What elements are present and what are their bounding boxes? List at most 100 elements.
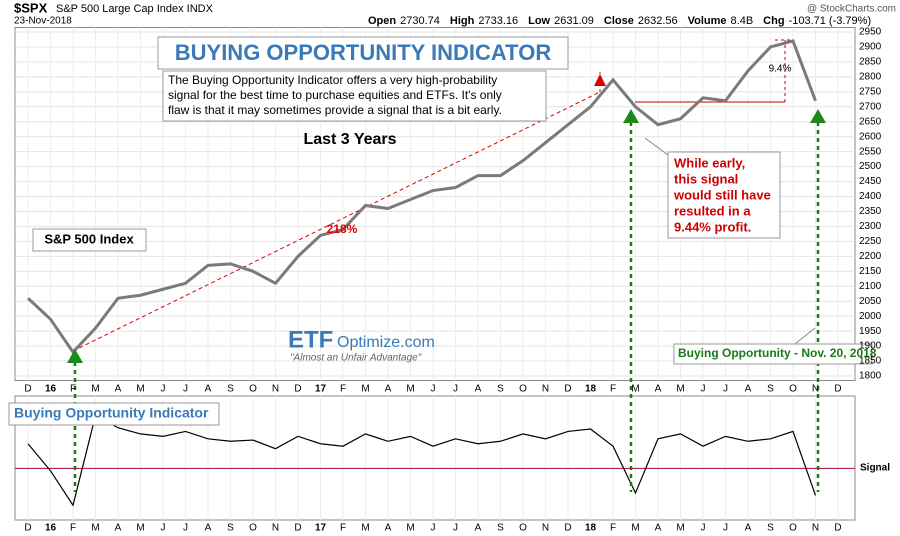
description: signal for the best time to purchase equ…: [168, 88, 502, 102]
buy-arrow: [810, 109, 826, 123]
x-tick-label: S: [767, 384, 774, 395]
quote-item: 2733.16: [478, 15, 518, 27]
x-tick-label: 17: [315, 384, 327, 395]
quote-item: 2632.56: [638, 15, 678, 27]
x-tick-label: A: [745, 384, 752, 395]
x-tick-label: M: [136, 384, 144, 395]
x-tick-label: 18: [585, 523, 597, 534]
x-tick-label: M: [631, 523, 639, 534]
y-tick-label: 2850: [859, 57, 882, 68]
y-tick-label: 2800: [859, 72, 882, 83]
series-box: [32, 228, 147, 252]
x-tick-label: 17: [315, 523, 327, 534]
x-tick-label: A: [115, 384, 122, 395]
y-tick-label: 1850: [859, 356, 882, 367]
x-tick-label: S: [767, 523, 774, 534]
x-tick-label: M: [91, 523, 99, 534]
y-tick-label: 2900: [859, 42, 882, 53]
callout-pointer: [644, 137, 669, 156]
x-tick-label: D: [564, 523, 571, 534]
x-tick-label: M: [136, 523, 144, 534]
symbol: $SPX: [14, 0, 48, 15]
x-tick-label: O: [249, 523, 257, 534]
x-tick-label: A: [655, 523, 662, 534]
x-tick-label: J: [161, 523, 166, 534]
y-tick-label: 2550: [859, 146, 882, 157]
x-tick-label: M: [91, 384, 99, 395]
title-box: [157, 36, 569, 70]
callout-line: 9.44% profit.: [674, 219, 751, 234]
x-tick-label: N: [272, 523, 279, 534]
x-tick-label: F: [340, 523, 346, 534]
y-tick-label: 2600: [859, 131, 882, 142]
y-tick-label: 2950: [859, 27, 882, 38]
title: BUYING OPPORTUNITY INDICATOR: [175, 40, 552, 65]
x-tick-label: A: [385, 523, 392, 534]
indicator-box: [8, 402, 220, 426]
x-tick-label: A: [385, 384, 392, 395]
x-tick-label: D: [834, 523, 841, 534]
quote-item: 8.4B: [731, 15, 754, 27]
description: flaw is that it may sometimes provide a …: [168, 103, 502, 117]
x-tick-label: M: [676, 384, 684, 395]
x-tick-label: J: [431, 523, 436, 534]
x-tick-label: M: [361, 384, 369, 395]
x-tick-label: N: [542, 523, 549, 534]
indicator-name: Buying Opportunity Indicator: [14, 405, 209, 421]
x-tick-label: A: [205, 523, 212, 534]
y-tick-label: 1800: [859, 371, 882, 382]
note-pointer: [794, 327, 816, 345]
x-tick-label: D: [564, 384, 571, 395]
y-tick-label: 2750: [859, 86, 882, 97]
x-tick-label: A: [115, 523, 122, 534]
x-tick-label: F: [70, 523, 76, 534]
y-tick-label: 2450: [859, 176, 882, 187]
x-tick-label: O: [789, 523, 797, 534]
y-tick-label: 2000: [859, 311, 882, 322]
x-tick-label: J: [183, 384, 188, 395]
x-tick-label: N: [272, 384, 279, 395]
x-tick-label: J: [431, 384, 436, 395]
x-tick-label: S: [497, 384, 504, 395]
x-tick-label: F: [610, 523, 616, 534]
description: The Buying Opportunity Indicator offers …: [168, 73, 497, 87]
tagline: "Almost an Unfair Advantage": [290, 353, 422, 364]
x-tick-label: J: [723, 384, 728, 395]
grid: [15, 27, 855, 520]
y-tick-label: 2500: [859, 161, 882, 172]
top-arrow: [594, 74, 606, 86]
x-tick-label: J: [701, 384, 706, 395]
x-tick-label: J: [701, 523, 706, 534]
signal-name: Signal: [860, 463, 890, 474]
callout-line: would still have: [673, 187, 771, 202]
callout-box: [667, 151, 781, 239]
x-tick-label: S: [497, 523, 504, 534]
x-tick-label: D: [24, 384, 31, 395]
note-box: [673, 343, 873, 365]
y-tick-label: 1950: [859, 326, 882, 337]
x-tick-label: D: [294, 384, 301, 395]
brand-bold: ETF: [288, 326, 333, 353]
quote-item: -103.71 (-3.79%): [789, 15, 872, 27]
y-tick-label: 2250: [859, 236, 882, 247]
x-tick-label: A: [745, 523, 752, 534]
y-tick-label: 2300: [859, 221, 882, 232]
quote-item: Close: [604, 15, 634, 27]
x-tick-label: J: [453, 523, 458, 534]
buy-arrow: [623, 109, 639, 123]
x-tick-label: S: [227, 523, 234, 534]
x-tick-label: A: [475, 384, 482, 395]
y-tick-label: 2100: [859, 281, 882, 292]
x-tick-label: F: [340, 384, 346, 395]
x-tick-label: M: [406, 384, 414, 395]
quote-item: Volume: [688, 15, 727, 27]
x-tick-label: F: [610, 384, 616, 395]
y-tick-label: 1900: [859, 341, 882, 352]
x-tick-label: J: [723, 523, 728, 534]
index-name: S&P 500 Large Cap Index INDX: [56, 3, 214, 15]
signals: [73, 122, 820, 492]
indicator-line: [27, 414, 817, 507]
x-tick-label: 16: [45, 523, 57, 534]
y-tick-label: 2650: [859, 116, 882, 127]
